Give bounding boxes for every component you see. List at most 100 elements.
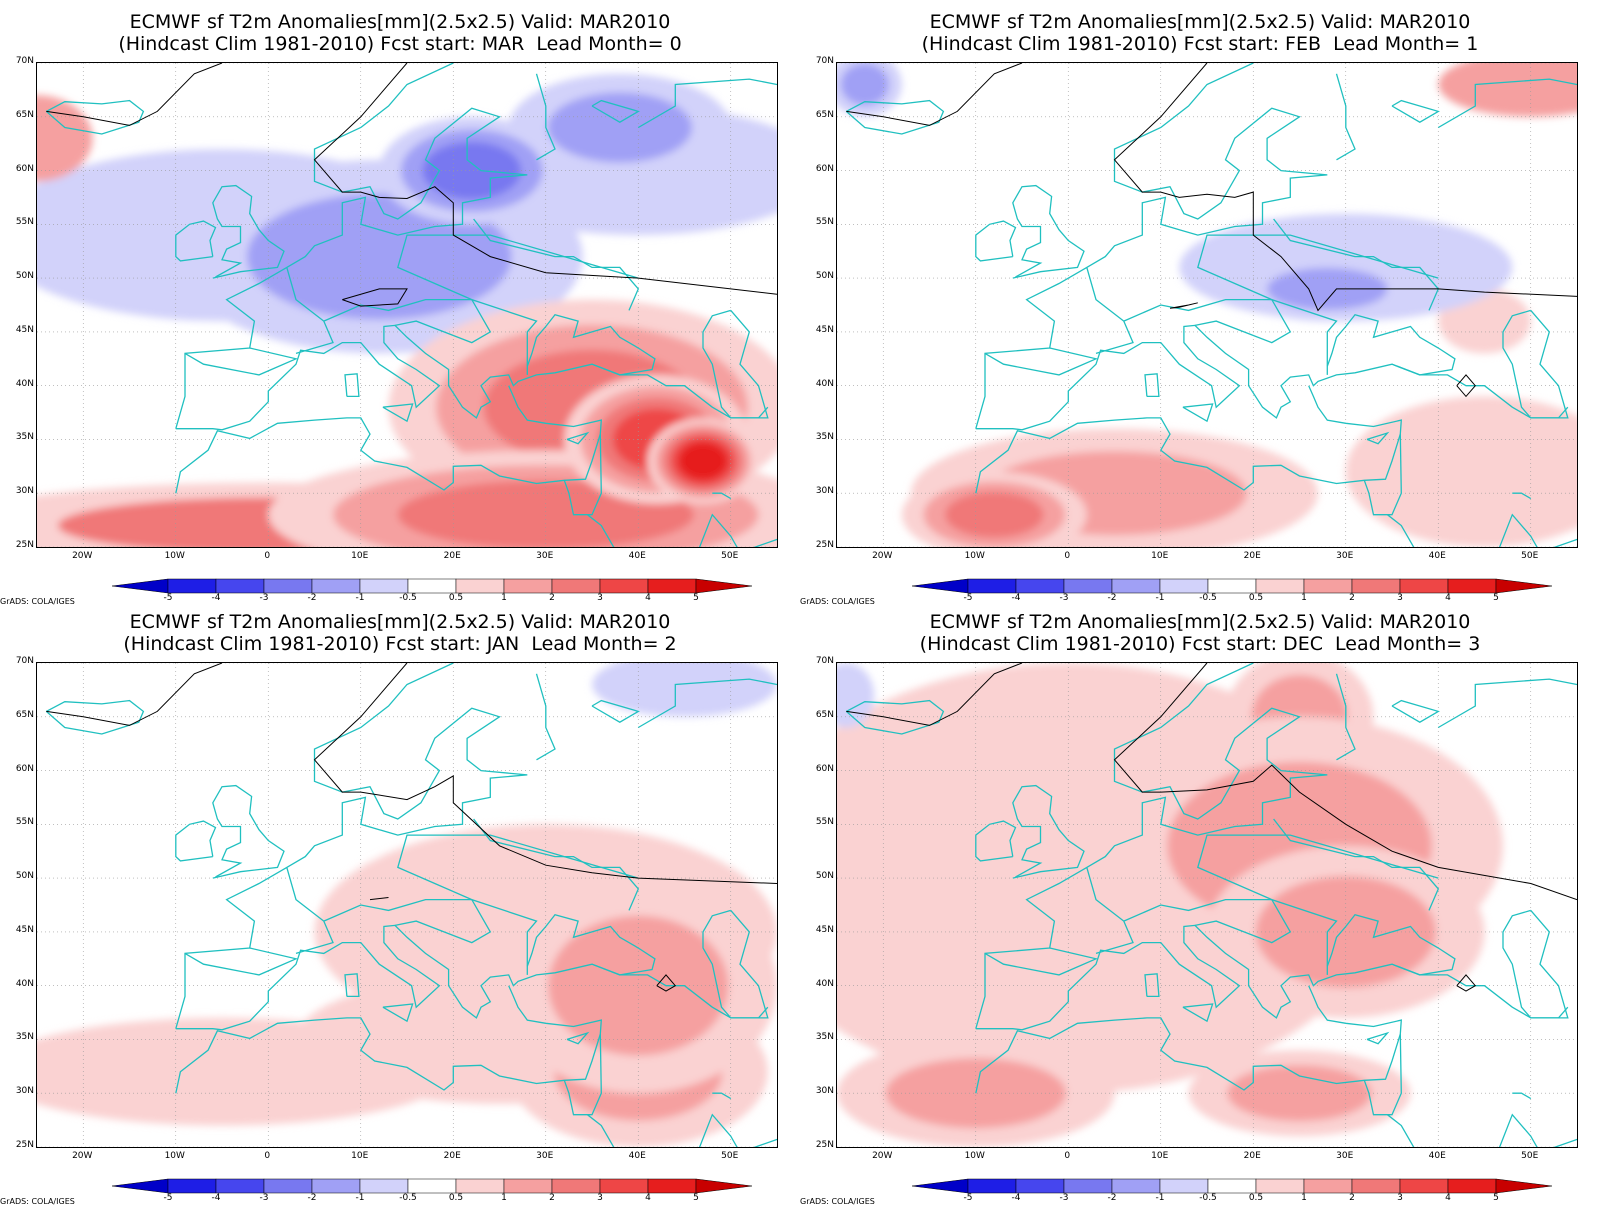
colorbar-swatch bbox=[1256, 1179, 1304, 1193]
colorbar-swatch bbox=[696, 579, 752, 593]
panel-title-line-2: (Hindcast Clim 1981-2010) Fcst start: MA… bbox=[0, 33, 800, 55]
coastline bbox=[976, 221, 1016, 261]
anomaly-field bbox=[837, 663, 1577, 1147]
colorbar-swatch bbox=[408, 579, 456, 593]
coastline bbox=[1512, 1093, 1531, 1098]
lon-tick-label: 40E bbox=[1417, 1151, 1457, 1161]
colorbar-swatch bbox=[912, 579, 968, 593]
colorbar-swatch bbox=[1208, 1179, 1256, 1193]
coastline bbox=[213, 786, 284, 879]
coastline bbox=[1145, 374, 1159, 397]
lat-tick-label: 25N bbox=[800, 1140, 834, 1150]
colorbar-label: 0.5 bbox=[441, 1193, 471, 1203]
colorbar-swatch bbox=[504, 579, 552, 593]
lon-tick-label: 10W bbox=[955, 551, 995, 561]
lon-tick-label: 10E bbox=[340, 551, 380, 561]
colorbar-swatch bbox=[1256, 579, 1304, 593]
lon-tick-label: 30E bbox=[525, 551, 565, 561]
colorbar-label: 5 bbox=[1481, 1193, 1511, 1203]
lat-tick-label: 55N bbox=[800, 817, 834, 827]
lat-tick-label: 65N bbox=[0, 710, 34, 720]
lat-tick-label: 35N bbox=[0, 1032, 34, 1042]
lon-tick-label: 50E bbox=[1510, 1151, 1550, 1161]
lat-tick-label: 65N bbox=[0, 110, 34, 120]
colorbar-swatch bbox=[1400, 1179, 1448, 1193]
colorbar-swatch bbox=[1112, 1179, 1160, 1193]
colorbar-swatch bbox=[600, 579, 648, 593]
colorbar-label: 4 bbox=[1433, 1193, 1463, 1203]
lon-tick-label: 20E bbox=[1232, 1151, 1272, 1161]
panel-title-line-1: ECMWF sf T2m Anomalies[mm](2.5x2.5) Vali… bbox=[800, 611, 1600, 633]
colorbar-label: 3 bbox=[585, 1193, 615, 1203]
colorbar-swatch bbox=[648, 1179, 696, 1193]
lon-tick-label: 0 bbox=[1047, 551, 1087, 561]
colorbar-swatch bbox=[1160, 579, 1208, 593]
lon-tick-label: 20E bbox=[432, 551, 472, 561]
colorbar-label: 2 bbox=[537, 1193, 567, 1203]
coastline bbox=[1367, 1033, 1387, 1044]
lon-tick-label: 10W bbox=[155, 551, 195, 561]
colorbar bbox=[800, 1178, 1600, 1194]
lon-tick-label: 30E bbox=[1325, 551, 1365, 561]
anomaly-field bbox=[37, 663, 777, 1147]
coastline bbox=[1337, 74, 1356, 160]
anomaly-shading bbox=[679, 442, 728, 480]
lat-tick-label: 55N bbox=[0, 817, 34, 827]
lat-tick-label: 35N bbox=[800, 432, 834, 442]
zero-contour bbox=[46, 663, 222, 725]
colorbar-swatch bbox=[112, 579, 168, 593]
lon-tick-label: 20W bbox=[62, 1151, 102, 1161]
lat-tick-label: 55N bbox=[800, 217, 834, 227]
lon-tick-label: 20E bbox=[1232, 551, 1272, 561]
colorbar-swatch bbox=[264, 579, 312, 593]
grads-credit: GrADS: COLA/IGES bbox=[0, 1197, 75, 1206]
colorbar-swatch bbox=[408, 1179, 456, 1193]
lon-tick-label: 10W bbox=[955, 1151, 995, 1161]
lat-tick-label: 40N bbox=[800, 379, 834, 389]
colorbar-swatch bbox=[552, 579, 600, 593]
coastline bbox=[1087, 267, 1133, 353]
lon-tick-label: 0 bbox=[247, 551, 287, 561]
anomaly-field bbox=[837, 63, 1577, 547]
panel-title-line-1: ECMWF sf T2m Anomalies[mm](2.5x2.5) Vali… bbox=[0, 611, 800, 633]
colorbar-swatch bbox=[112, 1179, 168, 1193]
colorbar-swatch bbox=[1112, 579, 1160, 593]
lon-tick-label: 0 bbox=[247, 1151, 287, 1161]
colorbar bbox=[800, 578, 1600, 594]
anomaly-shading bbox=[945, 492, 1044, 538]
zero-contour bbox=[1170, 303, 1198, 308]
colorbar-swatch bbox=[312, 1179, 360, 1193]
colorbar-swatch bbox=[552, 1179, 600, 1193]
colorbar-swatch bbox=[1496, 1179, 1552, 1193]
lat-tick-label: 30N bbox=[800, 1086, 834, 1096]
anomaly-shading bbox=[1438, 63, 1577, 117]
coastline bbox=[345, 374, 359, 397]
lat-tick-label: 50N bbox=[0, 871, 34, 881]
colorbar-label: 4 bbox=[633, 1193, 663, 1203]
lat-tick-label: 30N bbox=[0, 1086, 34, 1096]
colorbar-label: -5 bbox=[953, 1193, 983, 1203]
map-panel-4: ECMWF sf T2m Anomalies[mm](2.5x2.5) Vali… bbox=[800, 600, 1600, 1200]
colorbar-swatch bbox=[1208, 579, 1256, 593]
colorbar-label: 5 bbox=[681, 1193, 711, 1203]
colorbar-swatch bbox=[216, 1179, 264, 1193]
colorbar-swatch bbox=[1064, 1179, 1112, 1193]
colorbar-label: 1 bbox=[1289, 1193, 1319, 1203]
panel-title-line-1: ECMWF sf T2m Anomalies[mm](2.5x2.5) Vali… bbox=[0, 11, 800, 33]
colorbar-label: 3 bbox=[1385, 1193, 1415, 1203]
lon-tick-label: 40E bbox=[617, 551, 657, 561]
colorbar-label: -4 bbox=[1001, 1193, 1031, 1203]
lat-tick-label: 40N bbox=[800, 979, 834, 989]
colorbar-swatch bbox=[1352, 579, 1400, 593]
map-panel-1: ECMWF sf T2m Anomalies[mm](2.5x2.5) Vali… bbox=[0, 0, 800, 600]
lon-tick-label: 50E bbox=[710, 1151, 750, 1161]
lat-tick-label: 70N bbox=[800, 56, 834, 66]
lat-tick-label: 55N bbox=[0, 217, 34, 227]
lat-tick-label: 65N bbox=[800, 110, 834, 120]
colorbar-label: -4 bbox=[201, 1193, 231, 1203]
lon-tick-label: 50E bbox=[1510, 551, 1550, 561]
lat-tick-label: 40N bbox=[0, 979, 34, 989]
lon-tick-label: 30E bbox=[525, 1151, 565, 1161]
coastline bbox=[46, 701, 143, 734]
anomaly-map bbox=[836, 62, 1578, 548]
